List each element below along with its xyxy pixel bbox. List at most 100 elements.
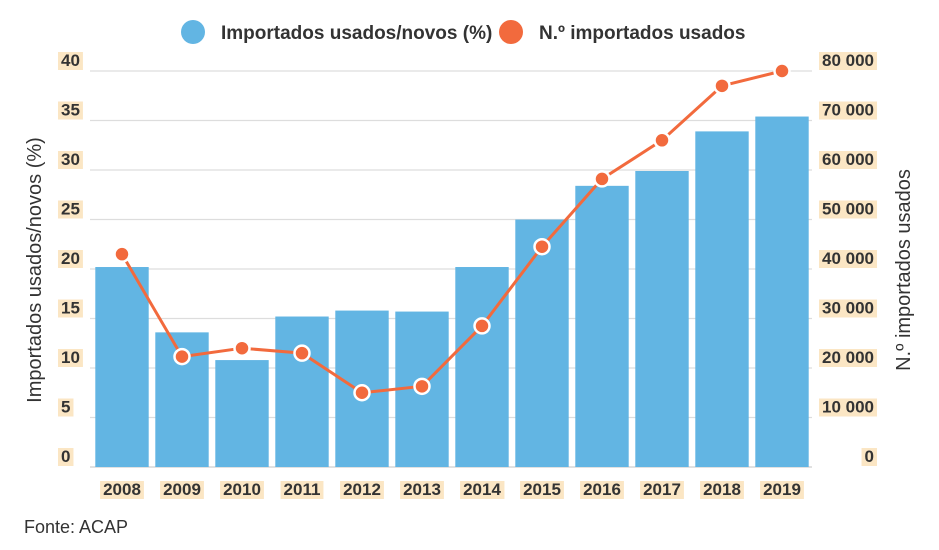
line-point [713,77,731,95]
right-tick-label-group: 50 000 [819,200,877,219]
right-tick-label-group: 20 000 [819,348,877,367]
tick-highlight [819,250,877,268]
right-axis: 0 10 000 20 000 30 000 40 000 50 000 60 000 70 … [819,51,877,466]
line-point [173,347,191,366]
tick-highlight [819,398,877,417]
tick-highlight [819,349,877,367]
right-tick-label-group: 10 000 [819,398,877,417]
tick-highlight [100,481,144,499]
x-tick-label-group: 2009 [160,480,204,499]
x-tick-label: 2018 [703,480,741,499]
line-point [353,384,371,402]
x-tick-label: 2010 [223,480,261,499]
left-axis: 0 5 10 15 20 25 30 35 40 [58,51,83,466]
x-tick-label: 2013 [403,480,441,499]
bar [695,131,749,467]
tick-highlight [819,101,877,120]
x-tick-label-group: 2015 [520,480,564,499]
right-tick-label: 20 000 [822,348,874,367]
left-tick-label-group: 30 [58,150,83,169]
bar [455,267,509,467]
tick-highlight [760,481,804,499]
tick-highlight [58,349,83,367]
tick-highlight [58,448,74,466]
left-tick-label-group: 5 [58,398,74,417]
bar [275,316,329,467]
line-point [593,170,611,188]
bar [515,219,569,467]
left-tick-label-group: 10 [58,348,83,367]
line-point [773,62,791,80]
x-tick-label-group: 2016 [580,480,624,499]
right-tick-label: 40 000 [822,249,874,268]
left-tick-label-group: 0 [58,447,74,466]
tick-highlight [280,481,324,499]
right-tick-label: 50 000 [822,200,874,219]
left-tick-label-group: 35 [58,101,83,120]
line-point [233,339,251,357]
left-tick-label: 35 [61,101,80,120]
right-tick-label: 70 000 [822,101,874,120]
y2-axis-title: N.º importados usados [893,169,915,371]
x-tick-label: 2017 [643,480,681,499]
x-tick-label: 2009 [163,480,201,499]
tick-highlight [819,52,877,70]
left-tick-label-group: 20 [58,249,83,268]
left-tick-label: 40 [61,51,80,70]
right-tick-label: 80 000 [822,51,874,70]
legend-marker-bar [181,20,205,44]
right-tick-label-group: 60 000 [819,150,877,169]
tick-highlight [400,481,444,499]
chart: Importados usados/novos (%) N.º importado… [24,20,915,499]
tick-highlight [58,299,83,318]
right-tick-label-group: 40 000 [819,249,877,268]
bar [215,360,269,467]
right-tick-label: 60 000 [822,150,874,169]
x-tick-label-group: 2014 [460,480,505,499]
left-tick-label: 0 [61,447,70,466]
legend-label-line: N.º importados usados [539,23,745,44]
source-note: Fonte: ACAP [24,517,129,537]
x-tick-label-group: 2017 [640,480,684,499]
left-tick-label: 30 [61,150,80,169]
x-tick-label-group: 2013 [400,480,444,499]
x-tick-label: 2016 [583,480,621,499]
left-tick-label-group: 40 [58,51,83,70]
tick-highlight [58,101,83,120]
x-tick-label: 2015 [523,480,561,499]
right-tick-label-group: 70 000 [819,101,877,120]
left-tick-label: 25 [61,200,80,219]
legend: Importados usados/novos (%) N.º importado… [181,20,745,44]
line-point [293,344,311,362]
x-axis: 2008 2009 2010 2011 2012 2013 2014 2015 2016 2017… [100,480,804,499]
left-tick-label-group: 25 [58,200,83,219]
x-tick-label-group: 2008 [100,480,144,499]
tick-highlight [819,200,877,219]
series-line [120,69,783,395]
left-tick-label: 15 [61,299,80,318]
x-tick-label-group: 2012 [340,480,384,499]
x-tick-label: 2014 [463,480,501,499]
left-tick-label: 20 [61,249,80,268]
tick-highlight [700,481,744,499]
line-point [653,131,671,150]
tick-highlight [160,481,204,499]
line-point [413,377,431,396]
x-tick-label: 2012 [343,480,381,499]
x-tick-label-group: 2018 [700,480,744,499]
tick-highlight [861,448,877,466]
line-series [113,62,791,402]
x-tick-label-group: 2011 [280,480,324,499]
x-tick-label-group: 2010 [220,480,264,499]
bar [575,185,629,467]
left-tick-label-group: 15 [58,299,83,318]
tick-highlight [58,52,83,70]
tick-highlight [58,250,83,268]
x-tick-label-group: 2019 [760,480,804,499]
x-tick-label: 2011 [284,480,321,499]
tick-highlight [640,481,684,499]
left-tick-label: 5 [61,398,70,417]
line-point [533,237,551,256]
y-axis-title: Importados usados/novos (%) [24,137,46,403]
right-tick-label: 0 [865,447,874,466]
